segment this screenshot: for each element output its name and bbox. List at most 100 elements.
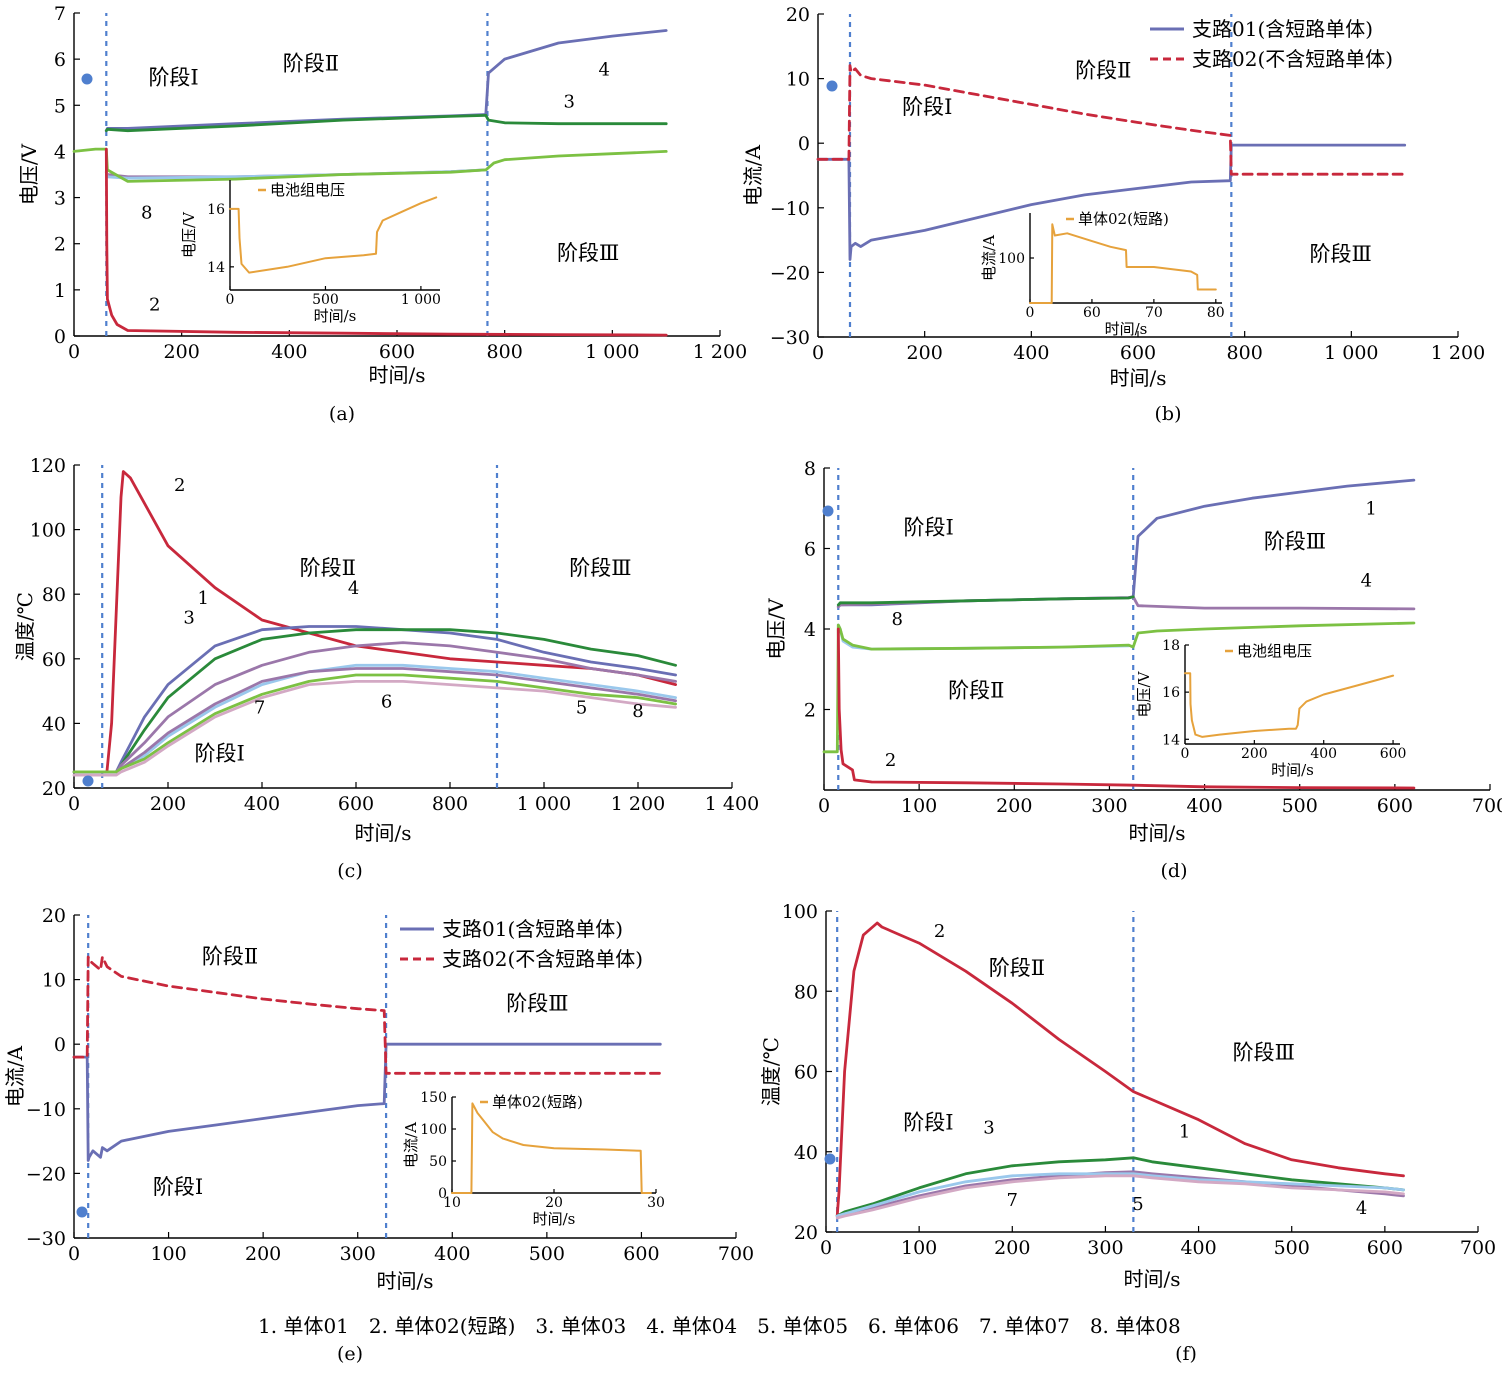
x-tick-label: 700 bbox=[1472, 795, 1502, 817]
inset-legend-label: 单体02(短路) bbox=[1078, 210, 1169, 228]
x-tick-label: 1 400 bbox=[705, 793, 759, 815]
stage-label: 阶段Ⅱ bbox=[300, 556, 356, 580]
y-tick-label: 14 bbox=[1162, 732, 1180, 748]
y-tick-label: 16 bbox=[1162, 685, 1180, 701]
stage-label: 阶段Ⅱ bbox=[1075, 58, 1131, 82]
y-tick-label: 0 bbox=[438, 1186, 447, 1202]
inset-series-line bbox=[229, 196, 438, 274]
curve-number-label: 7 bbox=[254, 698, 265, 719]
x-tick-label: 600 bbox=[1380, 746, 1407, 762]
y-tick-label: 1 bbox=[54, 280, 66, 302]
series-line bbox=[72, 955, 662, 1075]
stage-label: 阶段Ⅰ bbox=[904, 515, 954, 539]
curve-number-label: 3 bbox=[183, 607, 194, 628]
x-tick-label: 400 bbox=[1186, 795, 1222, 817]
series-line bbox=[835, 1156, 1405, 1218]
inset-legend-label: 单体02(短路) bbox=[492, 1093, 583, 1111]
stage-label: 阶段Ⅲ bbox=[1310, 242, 1372, 266]
y-tick-label: 6 bbox=[804, 539, 816, 561]
stage-label: 阶段Ⅰ bbox=[195, 742, 245, 766]
x-tick-label: 600 bbox=[1367, 1237, 1403, 1259]
y-axis-title: 电流/A bbox=[3, 1045, 27, 1107]
y-tick-label: −30 bbox=[770, 327, 810, 349]
curve-number-label: 6 bbox=[381, 691, 392, 712]
y-tick-label: 5 bbox=[54, 95, 66, 117]
x-tick-label: 400 bbox=[244, 793, 280, 815]
x-tick-label: 200 bbox=[994, 1237, 1030, 1259]
x-tick-label: 80 bbox=[1207, 305, 1225, 321]
x-tick-label: 600 bbox=[1120, 342, 1156, 364]
x-tick-label: 500 bbox=[1282, 795, 1318, 817]
curve-number-label: 4 bbox=[1356, 1198, 1367, 1219]
curve-number-label: 4 bbox=[1361, 571, 1372, 592]
curve-number-label: 4 bbox=[348, 578, 359, 599]
y-tick-label: 20 bbox=[42, 905, 66, 927]
curve-number-label: 1 bbox=[1365, 498, 1376, 519]
x-tick-label: 200 bbox=[1241, 746, 1268, 762]
x-tick-label: 1 200 bbox=[1431, 342, 1485, 364]
y-tick-label: 16 bbox=[207, 202, 225, 218]
panel-caption: (a) bbox=[329, 403, 355, 425]
curve-number-label: 8 bbox=[892, 609, 903, 630]
inset-x-title: 时间/s bbox=[533, 1210, 576, 1228]
curve-number-label: 2 bbox=[149, 295, 160, 316]
y-tick-label: 0 bbox=[798, 133, 810, 155]
inset-y-title: 电流/A bbox=[402, 1122, 420, 1168]
inset-y-title: 电压/V bbox=[180, 211, 198, 258]
x-tick-label: 200 bbox=[245, 1243, 281, 1265]
y-tick-label: 2 bbox=[804, 700, 816, 722]
y-tick-label: 50 bbox=[429, 1154, 447, 1170]
stage-label: 阶段Ⅰ bbox=[148, 66, 198, 90]
x-tick-label: 200 bbox=[164, 341, 200, 363]
curve-number-label: 2 bbox=[934, 921, 945, 942]
inset-chart: 0 60 70 80 100 单体02(短路) 时间/s 电流/A bbox=[980, 210, 1225, 338]
legend-label: 支路01(含短路单体) bbox=[442, 917, 623, 941]
x-tick-label: 0 bbox=[1026, 305, 1035, 321]
x-tick-label: 600 bbox=[338, 793, 374, 815]
chart-panel-d: 0 100 200 300 400 500 600 700 2 4 6 8 时间/s 电压/V 阶段Ⅰ 阶段Ⅱ… bbox=[764, 458, 1502, 882]
curve-number-label: 1 bbox=[198, 588, 209, 609]
series-line bbox=[484, 114, 668, 126]
x-tick-label: 700 bbox=[718, 1243, 754, 1265]
y-tick-label: 20 bbox=[786, 4, 810, 26]
stage-marker-dot bbox=[826, 80, 838, 92]
x-tick-label: 500 bbox=[1274, 1237, 1310, 1259]
y-tick-label: 60 bbox=[794, 1062, 818, 1084]
x-tick-label: 70 bbox=[1145, 305, 1163, 321]
y-tick-label: 20 bbox=[42, 778, 66, 800]
stage-label: 阶段Ⅱ bbox=[948, 678, 1004, 702]
x-tick-label: 100 bbox=[150, 1243, 186, 1265]
series-line bbox=[835, 1174, 1405, 1220]
x-tick-label: 0 bbox=[68, 341, 80, 363]
stage-label: 阶段Ⅱ bbox=[283, 52, 339, 76]
series-line bbox=[72, 625, 677, 774]
x-tick-label: 800 bbox=[1227, 342, 1263, 364]
series-line bbox=[72, 470, 677, 774]
chart-panel-c: 0 200 400 600 800 1 000 1 200 1 400 20 40 60 80 100 1… bbox=[13, 455, 759, 882]
y-tick-label: 6 bbox=[54, 49, 66, 71]
x-tick-label: 0 bbox=[820, 1237, 832, 1259]
y-tick-label: 100 bbox=[420, 1122, 447, 1138]
stage-label: 阶段Ⅲ bbox=[506, 992, 568, 1016]
x-tick-label: 300 bbox=[1087, 1237, 1123, 1259]
x-tick-label: 1 000 bbox=[585, 341, 639, 363]
stage-label: 阶段Ⅲ bbox=[569, 556, 631, 580]
x-tick-label: 1 000 bbox=[1324, 342, 1378, 364]
y-tick-label: 8 bbox=[804, 458, 816, 480]
panel-caption: (b) bbox=[1155, 403, 1182, 425]
inset-x-title: 时间/s bbox=[1271, 761, 1314, 779]
y-tick-label: 18 bbox=[1162, 638, 1180, 654]
x-tick-label: 400 bbox=[1310, 746, 1337, 762]
series-legend-footer: 1. 单体01 2. 单体02(短路) 3. 单体03 4. 单体04 5. 单… bbox=[258, 1314, 1181, 1338]
x-axis-title: 时间/s bbox=[1128, 821, 1185, 845]
curve-number-label: 3 bbox=[564, 92, 575, 113]
x-tick-label: 200 bbox=[907, 342, 943, 364]
stage-label: 阶段Ⅰ bbox=[153, 1175, 203, 1199]
series-line bbox=[836, 478, 1416, 609]
series-line bbox=[484, 29, 668, 116]
stage-label: 阶段Ⅰ bbox=[903, 1111, 953, 1135]
y-axis-title: 电压/V bbox=[17, 143, 41, 205]
inset-series-line bbox=[451, 1102, 652, 1194]
